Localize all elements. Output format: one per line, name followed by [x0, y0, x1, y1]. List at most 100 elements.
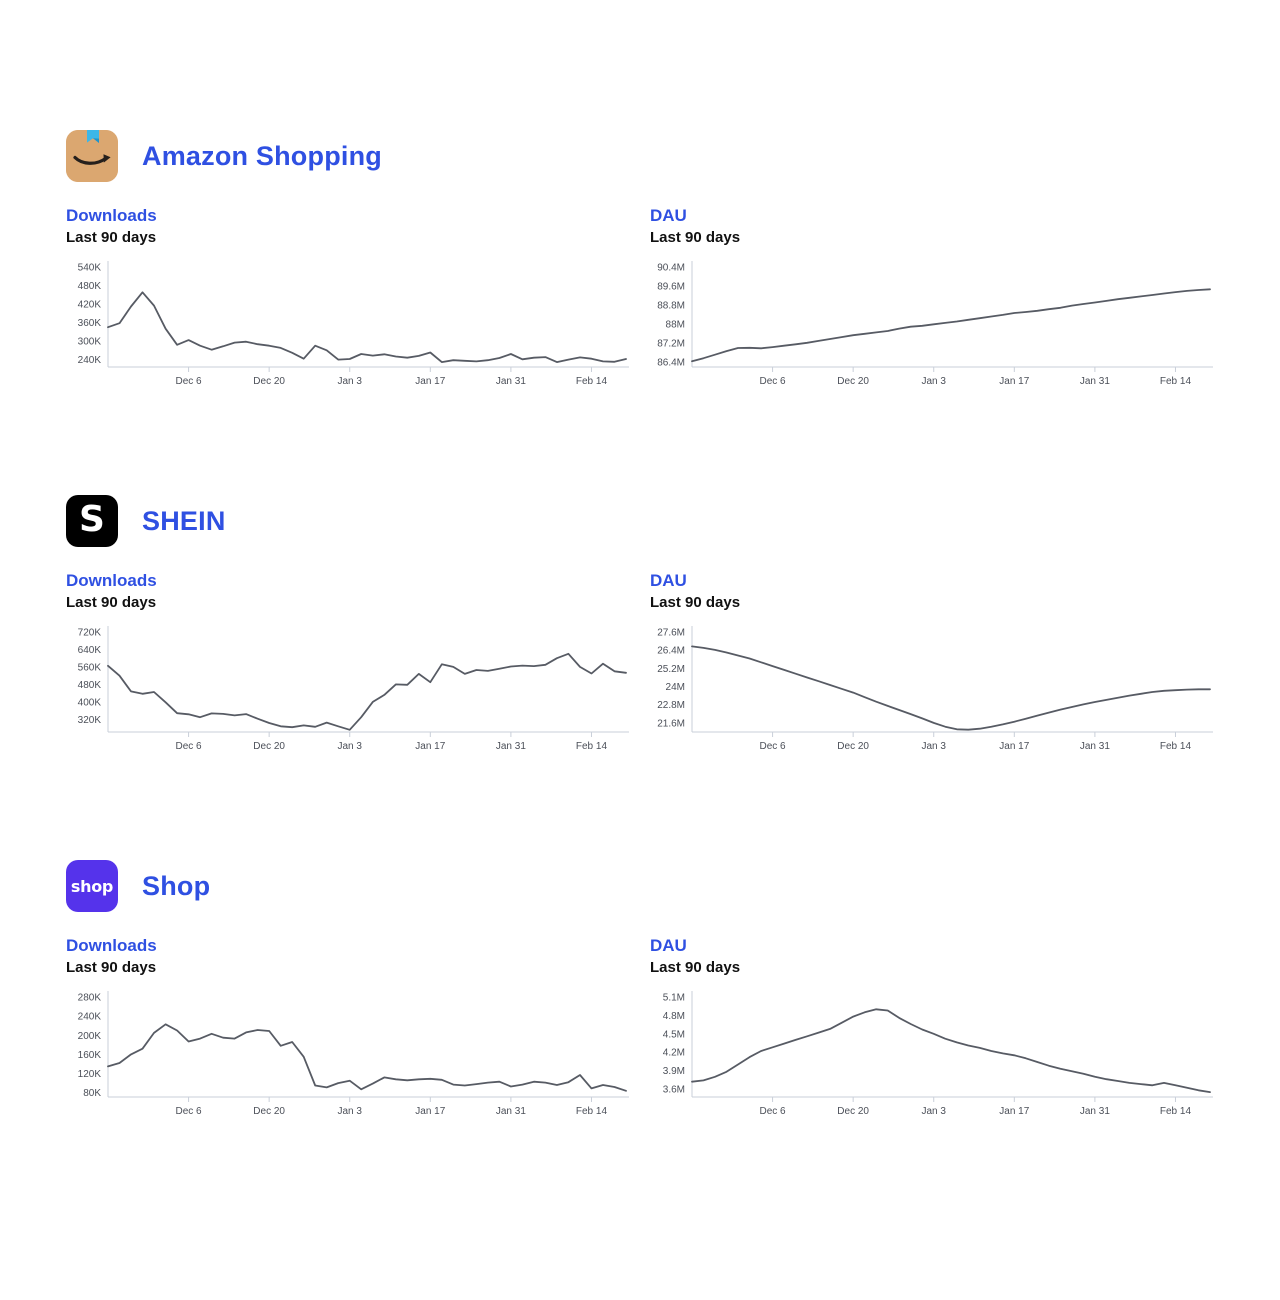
y-tick-label: 120K	[78, 1069, 102, 1080]
x-tick-label: Dec 6	[176, 376, 203, 387]
x-tick-label: Jan 31	[1080, 741, 1110, 752]
shein-downloads-chart: 320K 400K 480K 560K 640K 720K Dec 6 Dec 20 Jan 3…	[78, 626, 629, 752]
y-tick-label: 240K	[78, 1012, 102, 1023]
y-tick-label: 720K	[78, 628, 102, 639]
x-tick-label: Jan 3	[337, 1106, 362, 1117]
period-label: Last 90 days	[650, 959, 741, 976]
y-tick-label: 420K	[78, 300, 102, 311]
y-tick-label: 90.4M	[657, 263, 685, 274]
shop-downloads-block: Downloads Last 90 days 80K 120K 160K 200K 24…	[66, 936, 631, 1125]
y-tick-label: 200K	[78, 1031, 102, 1042]
shein-dau-chart: 21.6M 22.8M 24M 25.2M 26.4M 27.6M Dec 6 Dec 20 J…	[657, 626, 1213, 752]
y-tick-label: 4.5M	[663, 1029, 685, 1040]
x-tick-label: Dec 6	[760, 741, 787, 752]
app-header: Amazon Shopping	[66, 130, 1280, 182]
shop-downloads-chart: 80K 120K 160K 200K 240K 280K Dec 6 Dec 20 Jan 3 J…	[78, 991, 629, 1117]
charts-row: Downloads Last 90 days 80K 120K 160K 200K 24…	[66, 936, 1280, 1125]
x-tick-label: Dec 6	[760, 376, 787, 387]
app-title-shein[interactable]: SHEIN	[142, 505, 226, 536]
downloads-label[interactable]: Downloads	[66, 571, 157, 590]
amazon-dau-chart: 86.4M 87.2M 88M 88.8M 89.6M 90.4M Dec 6 Dec 20 J…	[657, 261, 1213, 387]
y-tick-label: 22.8M	[657, 700, 685, 711]
y-tick-label: 3.6M	[663, 1085, 685, 1096]
x-tick-label: Dec 6	[176, 741, 203, 752]
y-tick-label: 87.2M	[657, 338, 685, 349]
x-tick-label: Feb 14	[576, 741, 608, 752]
dau-label[interactable]: DAU	[650, 571, 687, 590]
amazon-shopping-dau-series-line	[691, 288, 1211, 363]
amazon-downloads-chart: 240K 300K 360K 420K 480K 540K Dec 6 Dec 20 Jan 3…	[78, 261, 629, 387]
x-tick-label: Dec 20	[253, 741, 285, 752]
x-tick-label: Jan 17	[415, 1106, 445, 1117]
x-tick-label: Jan 31	[496, 741, 526, 752]
shein-s-glyph: S	[79, 499, 105, 540]
downloads-label[interactable]: Downloads	[66, 206, 157, 225]
y-tick-label: 27.6M	[657, 628, 685, 639]
x-tick-label: Jan 3	[337, 741, 362, 752]
x-tick-label: Feb 14	[576, 376, 608, 387]
y-tick-label: 80K	[83, 1088, 101, 1099]
y-tick-label: 4.8M	[663, 1011, 685, 1022]
period-label: Last 90 days	[66, 229, 157, 246]
downloads-label[interactable]: Downloads	[66, 936, 157, 955]
y-tick-label: 24M	[666, 682, 685, 693]
shein-dau-block: DAU Last 90 days 21.6M 22.8M 24M 25.2M 26.4M…	[650, 571, 1215, 760]
x-tick-label: Dec 20	[837, 1106, 869, 1117]
y-tick-label: 360K	[78, 318, 102, 329]
y-tick-label: 25.2M	[657, 664, 685, 675]
x-tick-label: Dec 6	[760, 1106, 787, 1117]
period-label: Last 90 days	[66, 594, 157, 611]
app-header: shop Shop	[66, 860, 1280, 912]
y-tick-label: 88M	[666, 319, 685, 330]
x-tick-label: Dec 20	[837, 741, 869, 752]
x-tick-label: Jan 17	[999, 741, 1029, 752]
charts-row: Downloads Last 90 days 240K 300K 360K 420K 4…	[66, 206, 1280, 395]
x-tick-label: Jan 17	[415, 376, 445, 387]
y-tick-label: 320K	[78, 715, 102, 726]
y-tick-label: 560K	[78, 662, 102, 673]
shop-dau-block: DAU Last 90 days 3.6M 3.9M 4.2M 4.5M 4.8M 5.1…	[650, 936, 1215, 1125]
x-tick-label: Dec 20	[253, 376, 285, 387]
y-tick-label: 26.4M	[657, 646, 685, 657]
amazon-dau-block: DAU Last 90 days 86.4M 87.2M 88M 88.8M 89.6M…	[650, 206, 1215, 395]
shein-app-icon[interactable]: S	[66, 495, 118, 547]
y-tick-label: 5.1M	[663, 993, 685, 1004]
app-section-shop: shop Shop Downloads Last 90 days 80K 120K…	[66, 860, 1280, 1125]
y-tick-label: 400K	[78, 697, 102, 708]
shop-wordmark: shop	[70, 876, 114, 896]
shop-dau-chart: 3.6M 3.9M 4.2M 4.5M 4.8M 5.1M Dec 6 Dec 20 Jan 3…	[663, 991, 1213, 1117]
y-tick-label: 540K	[78, 263, 102, 274]
app-title-shop[interactable]: Shop	[142, 870, 211, 901]
x-tick-label: Dec 6	[176, 1106, 203, 1117]
shop-app-icon[interactable]: shop	[66, 860, 118, 912]
dau-label[interactable]: DAU	[650, 206, 687, 225]
x-tick-label: Dec 20	[837, 376, 869, 387]
x-tick-label: Jan 31	[1080, 1106, 1110, 1117]
x-tick-label: Jan 31	[496, 1106, 526, 1117]
charts-row: Downloads Last 90 days 320K 400K 480K 560K 6…	[66, 571, 1280, 760]
amazon-smile-icon	[66, 130, 118, 182]
amazon-smile-arrowhead	[103, 154, 111, 163]
amazon-smile-curve	[73, 155, 108, 165]
y-tick-label: 4.2M	[663, 1048, 685, 1059]
app-section-amazon: Amazon Shopping Downloads Last 90 days 2…	[66, 130, 1280, 395]
dau-label[interactable]: DAU	[650, 936, 687, 955]
y-tick-label: 480K	[78, 680, 102, 691]
shop-dau-series-line	[691, 1008, 1211, 1093]
period-label: Last 90 days	[650, 229, 741, 246]
shein-dau-series-line	[691, 645, 1211, 731]
amazon-shopping-app-icon[interactable]	[66, 130, 118, 182]
shein-downloads-block: Downloads Last 90 days 320K 400K 480K 560K 6…	[66, 571, 631, 760]
y-tick-label: 480K	[78, 281, 102, 292]
x-tick-label: Jan 3	[921, 1106, 946, 1117]
x-tick-label: Jan 31	[496, 376, 526, 387]
y-tick-label: 21.6M	[657, 718, 685, 729]
app-section-shein: S SHEIN Downloads Last 90 days 320K 400K 4…	[66, 495, 1280, 760]
amazon-shopping-downloads-series-line	[107, 291, 627, 363]
y-tick-label: 280K	[78, 993, 102, 1004]
x-tick-label: Feb 14	[576, 1106, 608, 1117]
x-tick-label: Jan 31	[1080, 376, 1110, 387]
x-tick-label: Jan 3	[921, 741, 946, 752]
x-tick-label: Dec 20	[253, 1106, 285, 1117]
app-title-amazon[interactable]: Amazon Shopping	[142, 140, 382, 171]
